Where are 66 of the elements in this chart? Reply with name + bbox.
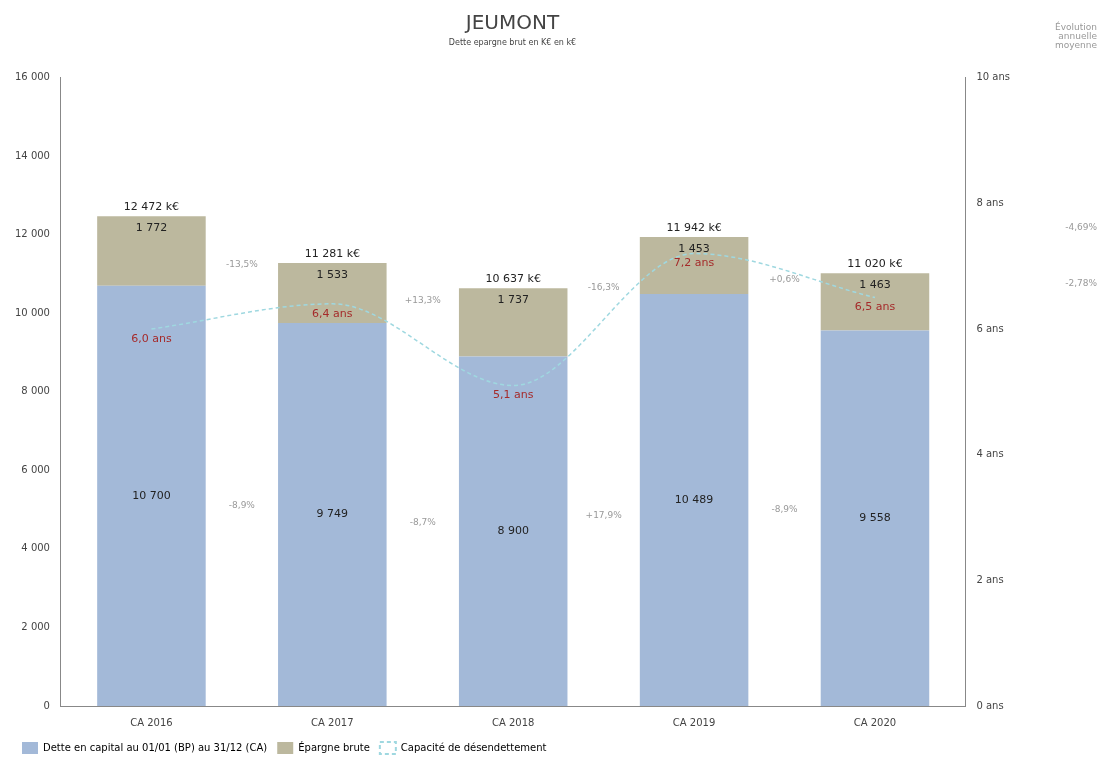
y2-tick-label: 4 ans <box>976 448 1004 460</box>
annotation: -13,5% <box>225 258 259 269</box>
y-tick-label: 14 000 <box>14 149 50 161</box>
y-tick-label: 6 000 <box>21 463 50 475</box>
annotation: +0,6% <box>769 274 801 285</box>
x-tick-label: CA 2019 <box>672 716 716 728</box>
chart-title: JEUMONT <box>463 10 560 35</box>
y2-tick-label: 8 ans <box>976 196 1004 208</box>
data-label: 6,0 ans <box>131 331 172 345</box>
y-tick-label: 2 000 <box>21 621 50 633</box>
data-label: 10 700 <box>132 488 171 502</box>
bar <box>458 288 568 357</box>
bar <box>97 285 206 706</box>
bar <box>820 330 930 706</box>
data-label: 6,5 ans <box>854 300 896 314</box>
data-label: 9 558 <box>859 511 891 525</box>
y-tick-label: 0 <box>43 699 50 711</box>
bar <box>97 216 206 286</box>
text: Évolution annuelle moyenne <box>1054 21 1098 51</box>
y-tick-label: 4 000 <box>21 542 50 554</box>
bar <box>278 323 387 706</box>
total-label: 12 472 k€ <box>123 200 180 214</box>
y2-tick-label: 2 ans <box>976 573 1004 585</box>
text: -4,69% <box>1065 221 1098 232</box>
data-label: 8 900 <box>497 524 529 538</box>
data-label: 1 772 <box>135 221 168 235</box>
chart-subtitle: Dette epargne brut en K€ en k€ <box>448 37 577 47</box>
data-label: 7,2 ans <box>673 256 715 270</box>
data-label: 1 453 <box>678 241 710 255</box>
total-label: 10 637 k€ <box>485 272 541 286</box>
text: -2,78% <box>1065 277 1098 288</box>
y2-tick-label: 0 ans <box>976 699 1004 711</box>
y-tick-label: 12 000 <box>14 228 50 240</box>
annotation: +17,9% <box>585 509 623 520</box>
legend-label: Épargne brute <box>298 740 370 753</box>
annotation: -8,7% <box>409 517 437 528</box>
legend-label: Capacité de désendettement <box>400 741 547 753</box>
total-label: 11 942 k€ <box>666 220 722 234</box>
annotation: +13,3% <box>404 294 442 305</box>
x-tick-label: CA 2017 <box>311 716 354 728</box>
annotation: -8,9% <box>228 499 256 510</box>
y2-tick-label: 10 ans <box>976 71 1011 83</box>
data-label: 1 463 <box>859 278 891 292</box>
data-label: 1 533 <box>316 267 349 281</box>
data-label: 5,1 ans <box>492 388 534 402</box>
legend-label: Dette en capital au 01/01 (BP) au 31/12 (CA) <box>43 741 268 753</box>
bar <box>820 273 930 331</box>
bar <box>639 294 749 706</box>
total-label: 11 020 k€ <box>847 257 903 271</box>
data-label: 1 737 <box>497 293 529 307</box>
x-tick-label: CA 2016 <box>130 716 173 728</box>
bar <box>278 262 387 324</box>
data-label: 6,4 ans <box>312 306 353 320</box>
annotation: -16,3% <box>587 281 621 292</box>
y-tick-label: 8 000 <box>21 385 50 397</box>
y-tick-label: 10 000 <box>14 306 50 318</box>
data-label: 10 489 <box>674 492 714 506</box>
data-label: 9 749 <box>316 507 349 521</box>
bar <box>639 236 749 295</box>
x-tick-label: CA 2020 <box>853 716 897 728</box>
y-tick-label: 16 000 <box>14 71 50 83</box>
total-label: 11 281 k€ <box>304 246 360 260</box>
x-tick-label: CA 2018 <box>491 716 535 728</box>
y2-tick-label: 6 ans <box>976 322 1004 334</box>
bar <box>458 356 568 706</box>
annotation: -8,9% <box>771 503 799 514</box>
